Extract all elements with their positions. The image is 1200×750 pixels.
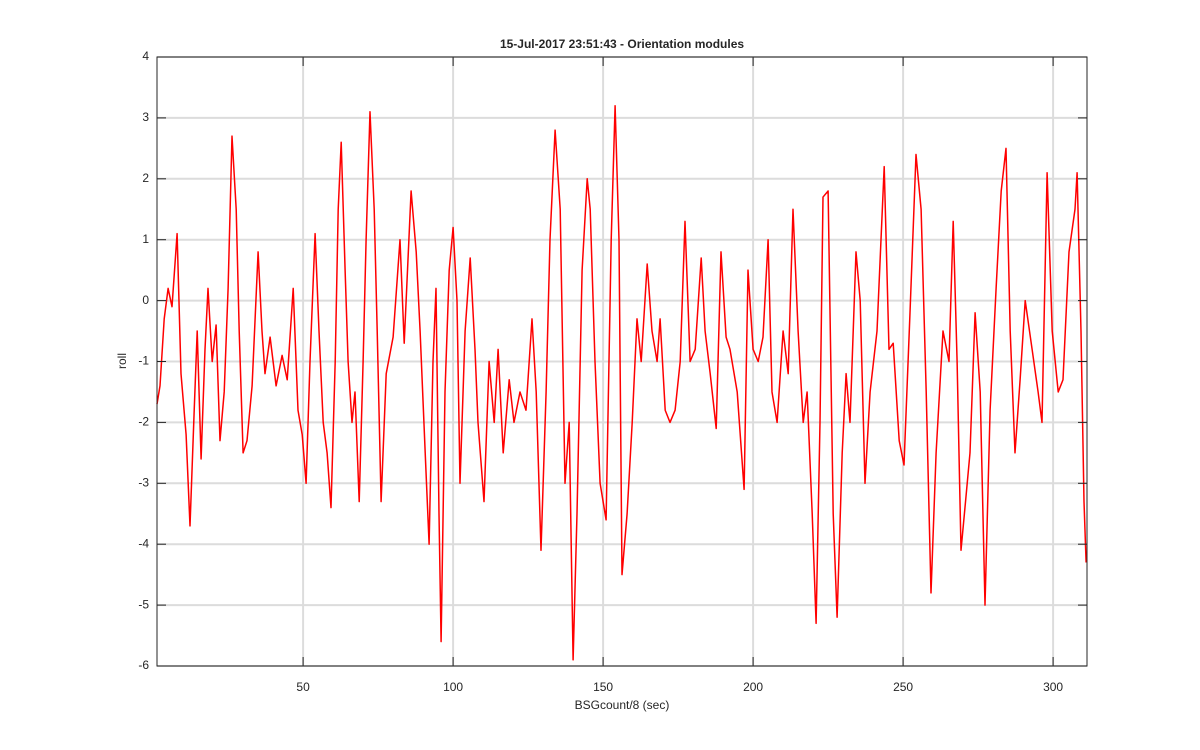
y-tick-label: -1 xyxy=(138,354,149,368)
plot-area xyxy=(156,104,1087,661)
x-tick-label: 200 xyxy=(743,680,763,694)
x-tick-label: 150 xyxy=(593,680,613,694)
x-tick-label: 50 xyxy=(296,680,310,694)
y-tick-label: 2 xyxy=(142,171,149,185)
y-tick-label: 3 xyxy=(142,110,149,124)
y-tick-label: -4 xyxy=(138,536,149,550)
y-tick-label: 4 xyxy=(142,49,149,63)
data-line xyxy=(156,104,1087,661)
x-tick-label: 250 xyxy=(893,680,913,694)
grid xyxy=(157,56,1087,667)
y-tick-label: -5 xyxy=(138,597,149,611)
x-tick-label: 100 xyxy=(443,680,463,694)
y-tick-label: -6 xyxy=(138,658,149,672)
chart-title: 15-Jul-2017 23:51:43 - Orientation modul… xyxy=(500,37,744,51)
y-tick-label: 0 xyxy=(142,293,149,307)
y-tick-label: -2 xyxy=(138,415,149,429)
y-axis-label: roll xyxy=(115,353,129,369)
x-axis-label: BSGcount/8 (sec) xyxy=(575,698,670,712)
y-tick-label: -3 xyxy=(138,475,149,489)
x-tick-label: 300 xyxy=(1043,680,1063,694)
y-tick-label: 1 xyxy=(142,232,149,246)
